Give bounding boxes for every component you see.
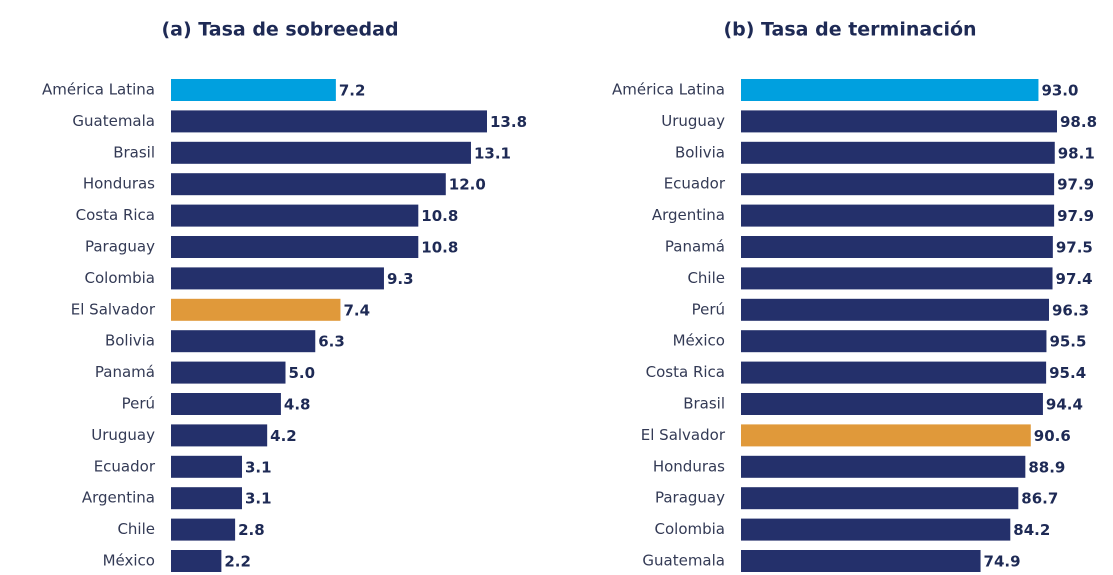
bar: [741, 424, 1031, 447]
bar: [741, 110, 1057, 133]
bar: [171, 110, 487, 133]
bar: [171, 424, 268, 447]
value-label: 96.3: [1052, 301, 1089, 319]
category-label: Panamá: [95, 363, 155, 381]
value-label: 10.8: [421, 207, 458, 225]
value-label: 7.4: [343, 301, 370, 319]
bar: [171, 204, 419, 227]
bar: [171, 236, 419, 258]
category-label: Colombia: [85, 269, 156, 287]
bar: [171, 267, 384, 290]
value-label: 4.8: [284, 396, 311, 414]
bar: [741, 204, 1055, 227]
value-label: 88.9: [1028, 458, 1065, 476]
value-label: 98.8: [1060, 113, 1097, 131]
bar: [171, 173, 446, 196]
category-label: Paraguay: [655, 489, 725, 507]
value-label: 3.1: [245, 490, 272, 508]
category-label: Bolivia: [105, 332, 155, 350]
value-label: 95.5: [1049, 333, 1086, 351]
category-label: Argentina: [652, 206, 725, 224]
category-label: Brasil: [683, 395, 725, 413]
category-label: El Salvador: [641, 426, 726, 444]
value-label: 84.2: [1013, 521, 1050, 539]
bar: [171, 393, 281, 415]
value-label: 2.2: [224, 553, 251, 571]
value-label: 13.1: [474, 144, 511, 162]
category-label: Honduras: [653, 457, 725, 475]
bar: [741, 267, 1053, 290]
bar: [171, 330, 316, 353]
category-label: Costa Rica: [646, 363, 725, 381]
chart-title: (a) Tasa de sobreedad: [161, 19, 398, 41]
category-label: Paraguay: [85, 238, 155, 256]
bar: [741, 298, 1050, 321]
value-label: 97.9: [1057, 176, 1094, 194]
value-label: 9.3: [387, 270, 414, 288]
bar: [171, 550, 222, 572]
value-label: 2.8: [238, 521, 265, 539]
bar: [741, 173, 1055, 196]
value-label: 7.2: [339, 82, 366, 100]
category-label: Guatemala: [642, 552, 725, 570]
bar: [741, 455, 1026, 478]
category-label: Guatemala: [72, 112, 155, 130]
category-label: Ecuador: [664, 175, 726, 193]
category-label: México: [103, 552, 155, 570]
bar: [171, 79, 336, 101]
bar: [171, 455, 242, 478]
value-label: 10.8: [421, 239, 458, 257]
value-label: 98.1: [1058, 144, 1095, 162]
value-label: 93.0: [1041, 82, 1078, 100]
value-label: 6.3: [318, 333, 345, 351]
category-label: Panamá: [665, 238, 725, 256]
bar: [171, 518, 236, 541]
bar: [741, 141, 1055, 164]
value-label: 90.6: [1034, 427, 1071, 445]
bar: [741, 236, 1053, 258]
bar: [741, 361, 1047, 384]
bar: [171, 361, 286, 384]
chart-title: (b) Tasa de terminación: [723, 19, 976, 41]
category-label: Uruguay: [661, 112, 725, 130]
value-label: 94.4: [1046, 396, 1083, 414]
category-label: Colombia: [655, 520, 726, 538]
category-label: Chile: [687, 269, 725, 287]
category-label: Chile: [117, 520, 155, 538]
category-label: El Salvador: [71, 300, 156, 318]
value-label: 97.9: [1057, 207, 1094, 225]
bar: [741, 550, 981, 572]
value-label: 97.5: [1056, 239, 1093, 257]
value-label: 97.4: [1056, 270, 1093, 288]
bar: [171, 141, 471, 164]
value-label: 95.4: [1049, 364, 1086, 382]
value-label: 74.9: [984, 553, 1021, 571]
value-label: 12.0: [449, 176, 486, 194]
category-label: Costa Rica: [76, 206, 155, 224]
category-label: Uruguay: [91, 426, 155, 444]
value-label: 4.2: [270, 427, 297, 445]
category-label: América Latina: [612, 81, 725, 99]
category-label: México: [673, 332, 725, 350]
category-label: Argentina: [82, 489, 155, 507]
value-label: 86.7: [1021, 490, 1058, 508]
bar: [741, 79, 1039, 101]
category-label: Perú: [122, 395, 155, 413]
value-label: 5.0: [288, 364, 315, 382]
category-label: Brasil: [113, 143, 155, 161]
bar: [741, 330, 1047, 353]
category-label: Bolivia: [675, 143, 725, 161]
bar: [741, 487, 1019, 510]
value-label: 13.8: [490, 113, 527, 131]
bar: [171, 298, 341, 321]
bar: [171, 487, 242, 510]
bar: [741, 393, 1043, 415]
bar: [741, 518, 1011, 541]
category-label: Perú: [692, 300, 725, 318]
category-label: Ecuador: [94, 457, 156, 475]
category-label: Honduras: [83, 175, 155, 193]
value-label: 3.1: [245, 458, 272, 476]
category-label: América Latina: [42, 81, 155, 99]
